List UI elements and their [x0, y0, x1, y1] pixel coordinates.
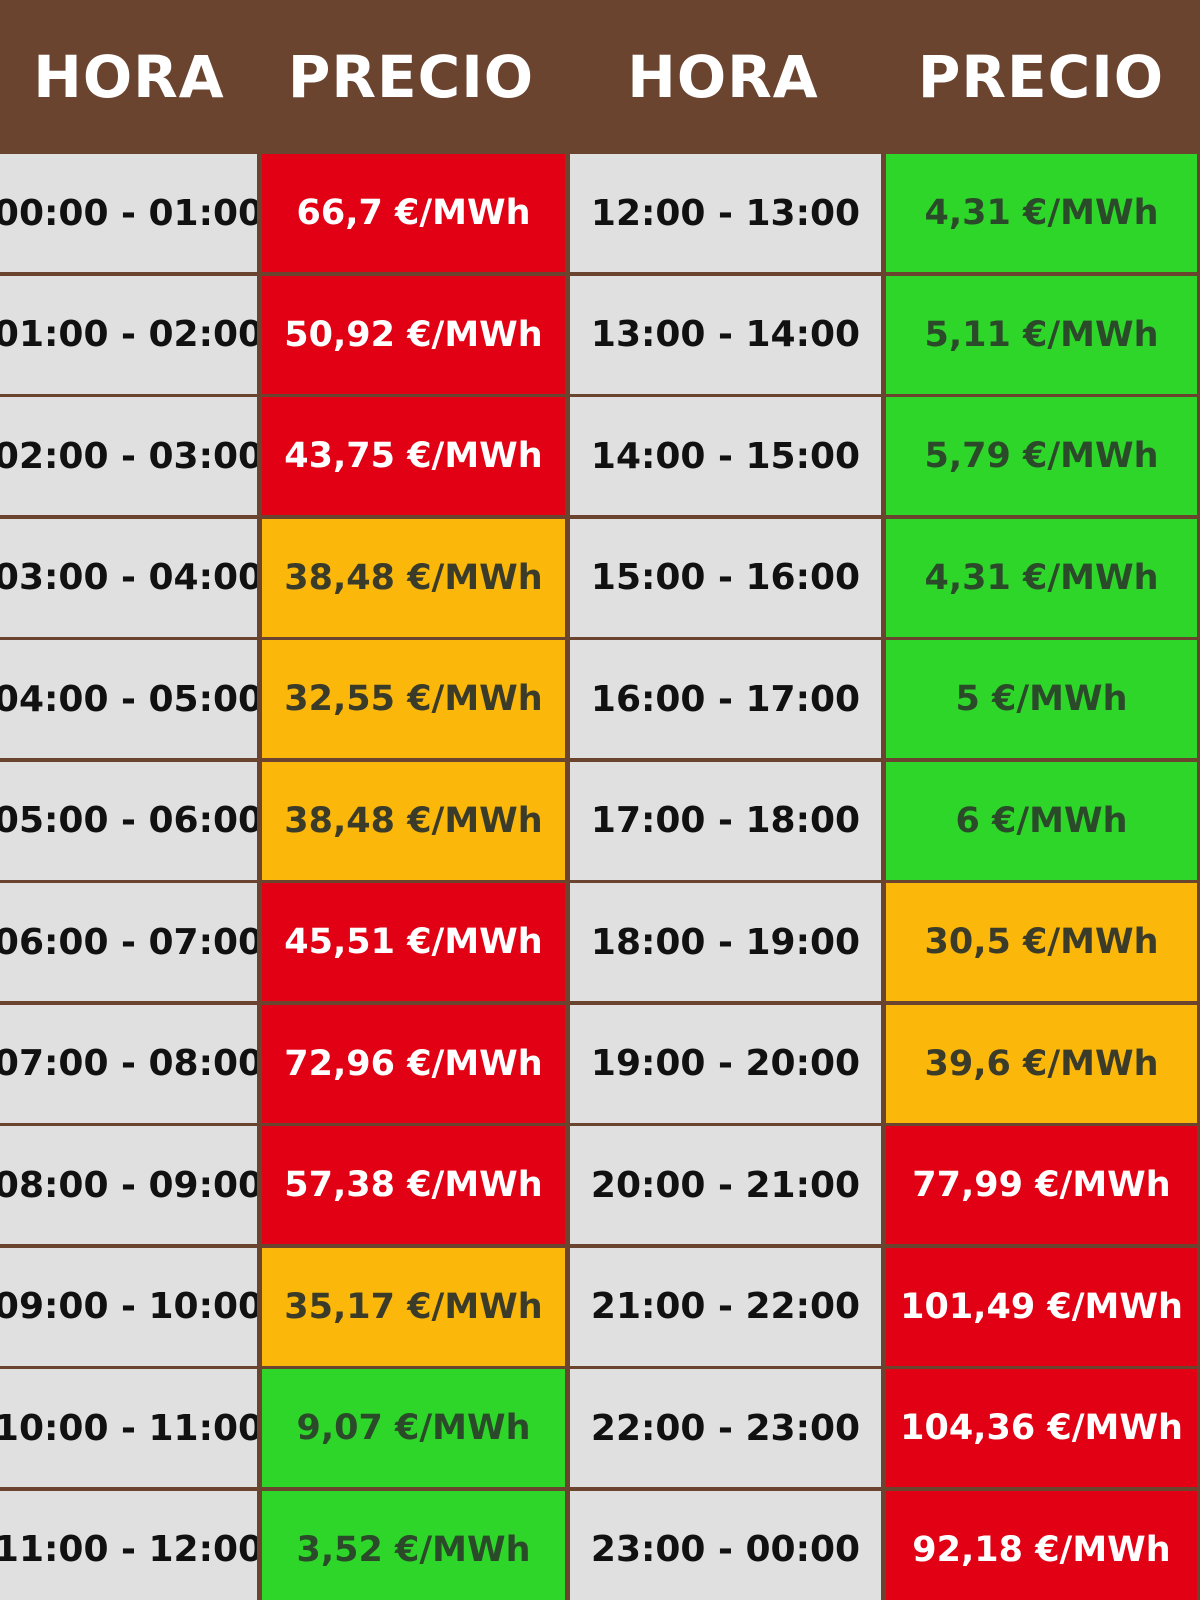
right-price-cell: 5,79 €/MWh — [886, 397, 1197, 515]
left-price-cell: 45,51 €/MWh — [262, 883, 565, 1001]
left-hour-cell: 00:00 - 01:00 — [0, 154, 257, 272]
header-hora-left: HORA — [33, 43, 225, 111]
left-price-cell: 57,38 €/MWh — [262, 1126, 565, 1244]
right-price-cell: 4,31 €/MWh — [886, 518, 1197, 637]
left-price-cell: 38,48 €/MWh — [262, 761, 565, 880]
price-grid: 00:00 - 01:00 66,7 €/MWh 12:00 - 13:00 4,31… — [0, 154, 1200, 1600]
right-price-cell: 4,31 €/MWh — [886, 154, 1197, 272]
right-price-cell: 104,36 €/MWh — [886, 1369, 1197, 1487]
left-hour-cell: 07:00 - 08:00 — [0, 1004, 257, 1123]
left-price-cell: 9,07 €/MWh — [262, 1369, 565, 1487]
right-price-cell: 30,5 €/MWh — [886, 883, 1197, 1001]
right-hour-cell: 14:00 - 15:00 — [570, 397, 881, 515]
right-hour-cell: 23:00 - 00:00 — [570, 1490, 881, 1600]
left-hour-cell: 11:00 - 12:00 — [0, 1490, 257, 1600]
left-price-cell: 72,96 €/MWh — [262, 1004, 565, 1123]
table-header: HORA PRECIO HORA PRECIO — [0, 0, 1200, 154]
right-price-cell: 5,11 €/MWh — [886, 275, 1197, 394]
right-price-cell: 101,49 €/MWh — [886, 1247, 1197, 1366]
right-hour-cell: 17:00 - 18:00 — [570, 761, 881, 880]
left-price-cell: 3,52 €/MWh — [262, 1490, 565, 1600]
left-hour-cell: 04:00 - 05:00 — [0, 640, 257, 758]
header-hora-right: HORA — [627, 43, 819, 111]
right-price-cell: 39,6 €/MWh — [886, 1004, 1197, 1123]
left-hour-cell: 08:00 - 09:00 — [0, 1126, 257, 1244]
right-price-cell: 92,18 €/MWh — [886, 1490, 1197, 1600]
right-price-cell: 5 €/MWh — [886, 640, 1197, 758]
right-price-cell: 6 €/MWh — [886, 761, 1197, 880]
left-hour-cell: 03:00 - 04:00 — [0, 518, 257, 637]
left-hour-cell: 05:00 - 06:00 — [0, 761, 257, 880]
right-hour-cell: 19:00 - 20:00 — [570, 1004, 881, 1123]
right-price-cell: 77,99 €/MWh — [886, 1126, 1197, 1244]
right-hour-cell: 20:00 - 21:00 — [570, 1126, 881, 1244]
left-price-cell: 43,75 €/MWh — [262, 397, 565, 515]
left-hour-cell: 10:00 - 11:00 — [0, 1369, 257, 1487]
left-price-cell: 50,92 €/MWh — [262, 275, 565, 394]
left-price-cell: 32,55 €/MWh — [262, 640, 565, 758]
header-precio-right: PRECIO — [917, 43, 1165, 111]
left-price-cell: 35,17 €/MWh — [262, 1247, 565, 1366]
right-hour-cell: 12:00 - 13:00 — [570, 154, 881, 272]
left-hour-cell: 06:00 - 07:00 — [0, 883, 257, 1001]
right-hour-cell: 21:00 - 22:00 — [570, 1247, 881, 1366]
right-hour-cell: 18:00 - 19:00 — [570, 883, 881, 1001]
left-hour-cell: 01:00 - 02:00 — [0, 275, 257, 394]
left-price-cell: 38,48 €/MWh — [262, 518, 565, 637]
left-hour-cell: 09:00 - 10:00 — [0, 1247, 257, 1366]
right-hour-cell: 22:00 - 23:00 — [570, 1369, 881, 1487]
right-hour-cell: 13:00 - 14:00 — [570, 275, 881, 394]
right-hour-cell: 16:00 - 17:00 — [570, 640, 881, 758]
left-hour-cell: 02:00 - 03:00 — [0, 397, 257, 515]
header-precio-left: PRECIO — [287, 43, 535, 111]
left-price-cell: 66,7 €/MWh — [262, 154, 565, 272]
right-hour-cell: 15:00 - 16:00 — [570, 518, 881, 637]
